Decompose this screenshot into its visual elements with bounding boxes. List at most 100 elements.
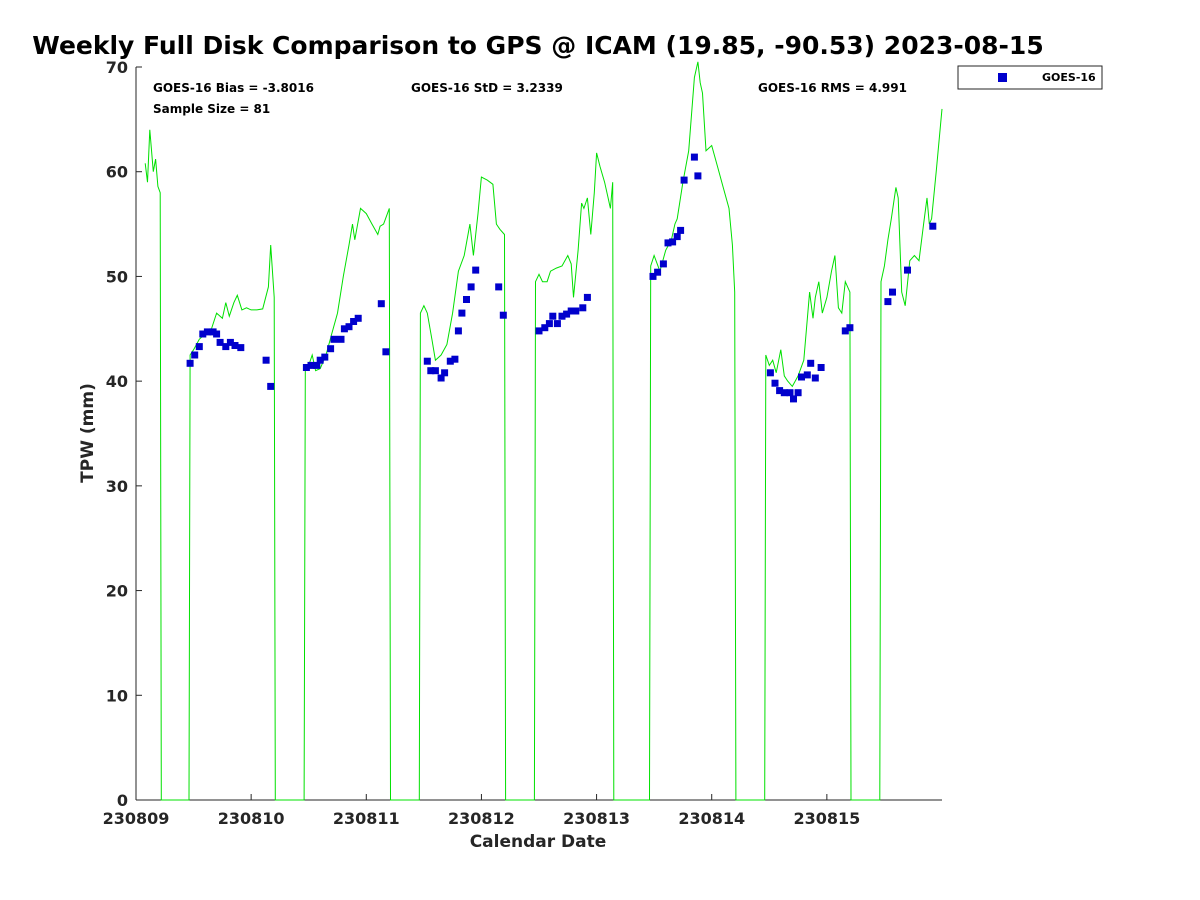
goes-point xyxy=(583,293,591,301)
stat-sample-size: Sample Size = 81 xyxy=(153,102,270,116)
goes-point xyxy=(186,359,194,367)
goes-point xyxy=(790,395,797,403)
goes-point xyxy=(889,288,896,296)
y-tick-label: 70 xyxy=(106,58,128,77)
goes-point xyxy=(472,266,480,274)
goes-point xyxy=(222,343,230,351)
goes-point xyxy=(302,364,310,371)
goes-point xyxy=(846,324,854,332)
y-tick-label: 20 xyxy=(106,582,128,601)
goes-point xyxy=(929,222,937,230)
goes-point xyxy=(649,272,657,280)
goes-point xyxy=(354,314,362,322)
x-tick-label: 230810 xyxy=(218,809,285,828)
goes-point xyxy=(659,260,667,268)
goes-point xyxy=(441,369,449,377)
goes-point xyxy=(499,311,507,319)
y-tick-label: 60 xyxy=(106,163,128,182)
goes-point xyxy=(766,369,774,377)
goes-point xyxy=(545,320,553,328)
goes-point xyxy=(213,330,221,338)
legend: GOES-16 xyxy=(957,65,1103,90)
goes-point xyxy=(199,330,207,338)
chart-title: Weekly Full Disk Comparison to GPS @ ICA… xyxy=(32,31,1043,60)
x-tick-label: 230811 xyxy=(333,809,400,828)
goes-point xyxy=(463,296,470,303)
stat-rms: GOES-16 RMS = 4.991 xyxy=(758,81,907,95)
goes-point xyxy=(226,338,234,346)
goes-point xyxy=(262,356,270,364)
goes-point xyxy=(451,355,459,363)
goes-series xyxy=(186,153,937,403)
legend-box xyxy=(957,65,1103,90)
goes-point xyxy=(677,226,685,234)
goes-point xyxy=(567,307,575,315)
goes-point xyxy=(458,309,466,317)
goes-point xyxy=(694,172,702,180)
goes-point xyxy=(549,312,557,320)
goes-point xyxy=(330,335,338,343)
goes-point xyxy=(794,389,802,397)
goes-point xyxy=(572,307,580,315)
goes-point xyxy=(237,344,245,352)
x-axis-label: Calendar Date xyxy=(470,832,607,852)
gps-series xyxy=(144,61,943,801)
goes-point xyxy=(216,338,224,346)
goes-point xyxy=(203,328,211,336)
goes-point xyxy=(382,348,390,356)
goes-point xyxy=(786,389,794,397)
goes-point xyxy=(776,387,784,395)
goes-point xyxy=(680,176,688,184)
goes-point xyxy=(327,345,335,353)
gps-line xyxy=(144,61,943,801)
plot-area xyxy=(135,67,942,801)
goes-point xyxy=(541,324,549,332)
goes-point xyxy=(798,373,805,381)
y-axis-label: TPW (mm) xyxy=(78,383,98,483)
goes-point xyxy=(673,233,681,241)
y-tick-label: 10 xyxy=(106,686,128,705)
goes-point xyxy=(690,153,698,161)
goes-point xyxy=(558,312,566,320)
goes-point xyxy=(780,389,788,397)
goes-point xyxy=(340,325,348,333)
goes-point xyxy=(495,283,503,291)
goes-point xyxy=(579,304,587,312)
goes-point xyxy=(377,300,385,308)
goes-point xyxy=(467,283,475,291)
x-tick-label: 230809 xyxy=(103,809,170,828)
goes-point xyxy=(454,327,462,335)
goes-point xyxy=(345,323,353,331)
goes-point xyxy=(535,327,543,335)
y-tick-label: 40 xyxy=(106,372,128,391)
goes-point xyxy=(563,310,571,318)
legend-label-goes16: GOES-16 xyxy=(1042,71,1096,84)
goes-point xyxy=(191,351,199,359)
y-axis-ticks: 0 10 20 30 40 50 60 70 xyxy=(106,58,142,810)
stat-bias: GOES-16 Bias = -3.8016 xyxy=(153,81,314,95)
goes-point xyxy=(841,327,849,335)
goes-point xyxy=(669,238,677,246)
x-tick-label: 230814 xyxy=(678,809,745,828)
goes-point xyxy=(267,382,275,390)
goes-point xyxy=(446,357,454,365)
goes-point xyxy=(811,374,819,382)
goes-point xyxy=(307,361,315,369)
goes-point xyxy=(350,318,358,325)
goes-point xyxy=(817,364,825,371)
legend-marker-goes16 xyxy=(998,73,1007,82)
goes-point xyxy=(654,268,662,276)
x-tick-label: 230813 xyxy=(563,809,630,828)
goes-point xyxy=(904,266,911,274)
goes-point xyxy=(664,239,672,247)
goes-point xyxy=(884,298,892,306)
y-tick-label: 50 xyxy=(106,267,128,286)
goes-point xyxy=(553,320,561,328)
goes-point xyxy=(195,343,203,351)
goes-point xyxy=(316,356,324,364)
goes-point xyxy=(771,379,779,387)
goes-point xyxy=(337,335,345,343)
y-tick-label: 30 xyxy=(106,477,128,496)
goes-point xyxy=(803,371,811,379)
